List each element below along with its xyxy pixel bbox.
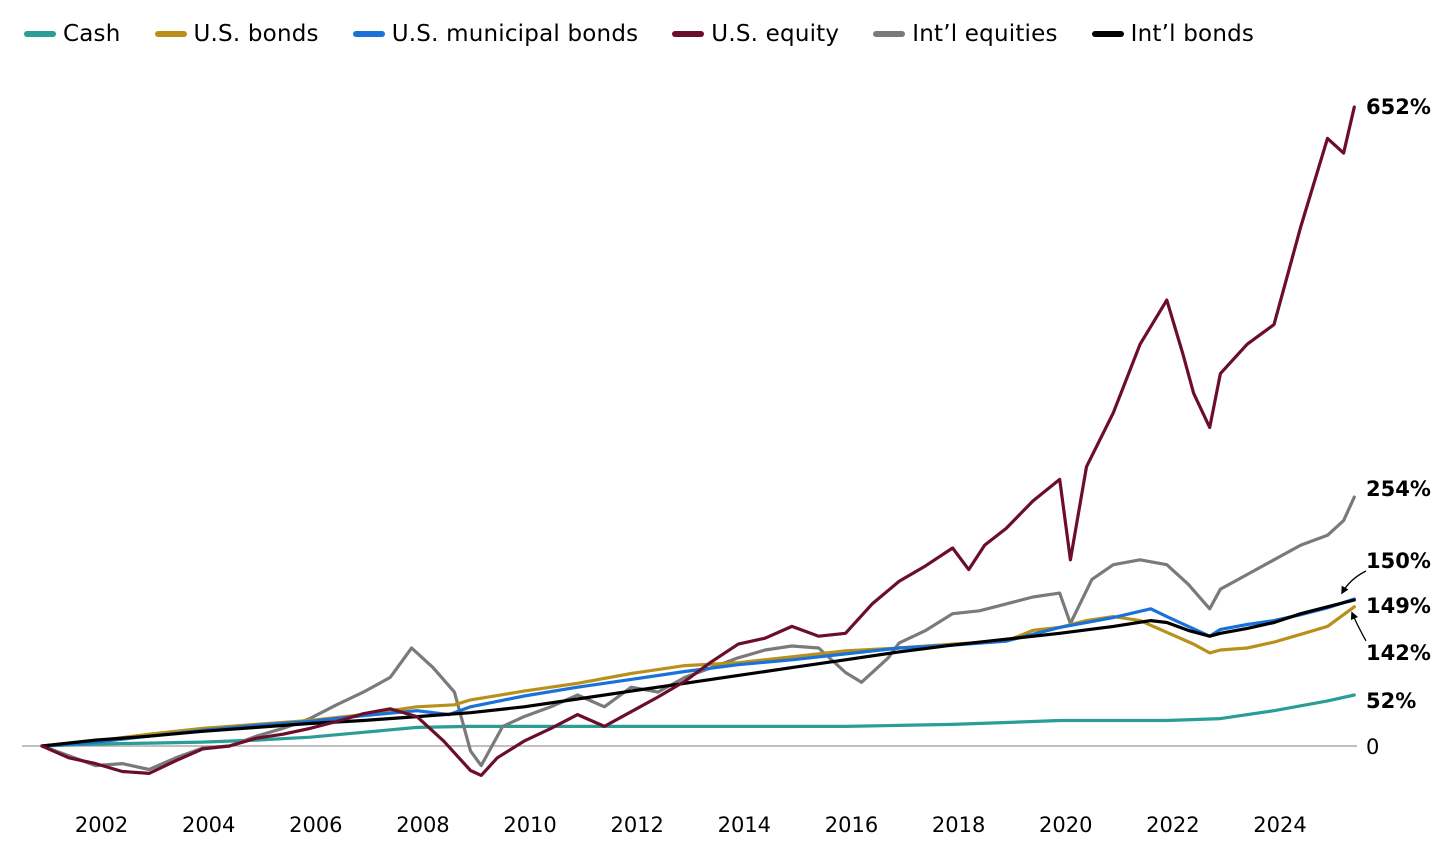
x-tick-label: 2018 xyxy=(932,813,985,837)
legend-label: Int’l bonds xyxy=(1130,21,1255,47)
x-tick-label: 2016 xyxy=(825,813,878,837)
series-line-u-s-municipal-bonds xyxy=(40,597,1356,748)
y-tick-label: 0 xyxy=(1366,735,1379,759)
legend-label: Cash xyxy=(63,21,121,47)
end-label-cash: 52% xyxy=(1366,689,1416,713)
legend-item-u-s-municipal-bonds: U.S. municipal bonds xyxy=(352,21,639,47)
x-tick-label: 2004 xyxy=(182,813,235,837)
x-tick-label: 2006 xyxy=(289,813,342,837)
legend-swatch xyxy=(352,31,385,37)
x-tick-label: 2024 xyxy=(1253,813,1306,837)
legend-item-u-s-bonds: U.S. bonds xyxy=(154,21,319,47)
end-label-u-s-municipal-bonds: 150% xyxy=(1366,549,1431,573)
x-tick-label: 2022 xyxy=(1146,813,1199,837)
legend-item-cash: Cash xyxy=(24,21,121,47)
leader-arrow-us-bonds xyxy=(1350,611,1367,642)
end-label-int-l-bonds: 149% xyxy=(1366,594,1431,618)
legend-label: U.S. municipal bonds xyxy=(391,21,639,47)
legend-item-int-l-bonds: Int’l bonds xyxy=(1091,21,1255,47)
legend: Cash U.S. bonds U.S. municipal bonds U.S. e… xyxy=(24,14,1288,54)
leader-arrow-municipal xyxy=(1341,570,1367,595)
legend-label: U.S. bonds xyxy=(193,21,319,47)
series-line-cash xyxy=(40,693,1356,748)
x-tick-label: 2020 xyxy=(1039,813,1092,837)
legend-swatch xyxy=(873,31,906,37)
legend-label: U.S. equity xyxy=(711,21,840,47)
legend-swatch xyxy=(1091,31,1124,37)
legend-swatch xyxy=(24,31,56,37)
x-tick-label: 2010 xyxy=(503,813,556,837)
series-line-u-s-equity xyxy=(40,105,1356,778)
x-tick-label: 2008 xyxy=(396,813,449,837)
legend-swatch xyxy=(672,31,705,37)
end-label-u-s-bonds: 142% xyxy=(1366,641,1431,665)
x-tick-label: 2014 xyxy=(718,813,771,837)
legend-swatch xyxy=(154,31,187,37)
legend-item-u-s-equity: U.S. equity xyxy=(672,21,839,47)
end-label-int-l-equities: 254% xyxy=(1366,477,1431,501)
legend-label: Int’l equities xyxy=(912,21,1058,47)
x-tick-label: 2012 xyxy=(610,813,663,837)
end-label-u-s-equity: 652% xyxy=(1366,95,1431,119)
series-line-int-l-bonds xyxy=(40,598,1356,748)
legend-item-int-l-equities: Int’l equities xyxy=(873,21,1057,47)
x-tick-label: 2002 xyxy=(75,813,128,837)
